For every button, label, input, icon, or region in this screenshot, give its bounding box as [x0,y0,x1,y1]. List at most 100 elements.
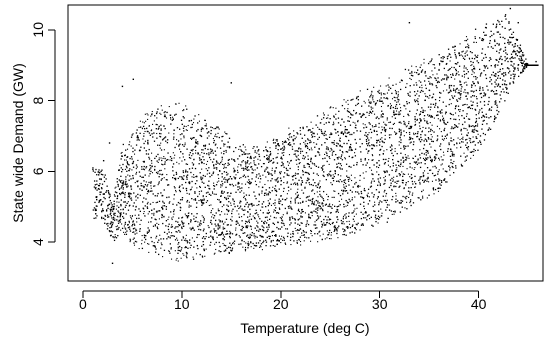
scatter-point [425,154,428,156]
scatter-point [220,233,223,235]
scatter-point [294,182,296,184]
scatter-point [345,216,347,218]
scatter-point [342,191,344,193]
scatter-point [128,179,130,181]
scatter-point [269,160,271,162]
scatter-point [362,223,364,225]
scatter-point [176,237,178,239]
scatter-point [397,98,399,101]
scatter-point [178,163,180,165]
scatter-point [144,241,146,243]
scatter-point [371,173,373,175]
scatter-point [313,142,315,144]
scatter-point [255,235,257,237]
scatter-point [383,177,385,179]
scatter-point [290,207,292,210]
scatter-point [483,100,486,103]
scatter-point [443,154,445,156]
scatter-point [135,144,138,146]
scatter-point [148,210,151,213]
scatter-point [289,219,291,221]
scatter-point [203,218,205,220]
scatter-point [402,175,404,178]
scatter-point [177,221,179,223]
scatter-point [297,150,299,153]
scatter-point [383,191,385,193]
scatter-point [332,177,334,179]
scatter-point [265,192,267,194]
scatter-point [321,196,323,198]
scatter-point [442,90,445,92]
scatter-point [148,229,150,231]
scatter-point [474,128,476,130]
scatter-point [412,149,414,151]
scatter-point [244,248,247,251]
scatter-point [197,195,199,198]
scatter-point [434,150,437,152]
scatter-point [124,206,127,208]
scatter-point [92,167,94,169]
scatter-point [149,203,152,205]
scatter-point [383,121,385,123]
scatter-point [255,183,258,186]
scatter-point [316,191,318,193]
scatter-point [373,101,375,103]
scatter-point [494,64,496,67]
scatter-point [201,245,203,247]
scatter-point [479,109,481,111]
scatter-point [259,234,261,237]
scatter-point [290,222,292,224]
scatter-point [268,173,270,175]
scatter-point [364,134,366,136]
scatter-point [166,179,168,181]
scatter-point [510,36,512,39]
scatter-point [476,125,479,127]
scatter-point [431,83,433,85]
scatter-point [314,164,316,166]
scatter-point [148,158,151,160]
scatter-point [431,130,433,132]
scatter-point [484,74,487,76]
scatter-point [409,200,412,202]
scatter-point [163,149,165,151]
scatter-point [221,220,223,222]
scatter-point [185,169,187,171]
scatter-point [289,132,291,135]
scatter-point [331,222,334,225]
scatter-point [319,186,321,188]
scatter-point [454,107,457,110]
scatter-point [420,176,422,178]
scatter-point [212,237,214,240]
scatter-point [383,199,385,201]
scatter-point [378,181,380,183]
scatter-point [344,108,346,110]
scatter-point [392,106,394,109]
scatter-point [512,82,515,84]
scatter-point [296,241,298,244]
scatter-point [173,235,175,237]
scatter-point [227,224,229,226]
scatter-point [428,127,430,129]
scatter-point [346,132,348,134]
scatter-point [147,227,149,229]
scatter-point [188,156,191,159]
scatter-point [508,22,510,24]
scatter-point [262,229,265,232]
scatter-point [473,131,475,133]
scatter-point [294,200,296,202]
scatter-point [459,43,461,45]
scatter-point [276,238,279,241]
scatter-point [95,208,97,210]
scatter-point [95,198,98,201]
scatter-point [384,134,386,136]
scatter-point [337,211,339,213]
scatter-point [465,67,467,69]
scatter-point [341,168,343,170]
scatter-point [449,167,451,169]
scatter-point [324,238,326,240]
scatter-point [204,255,206,257]
scatter-point [163,205,166,207]
scatter-point [330,174,332,176]
scatter-point [308,216,310,219]
scatter-point [467,146,470,148]
